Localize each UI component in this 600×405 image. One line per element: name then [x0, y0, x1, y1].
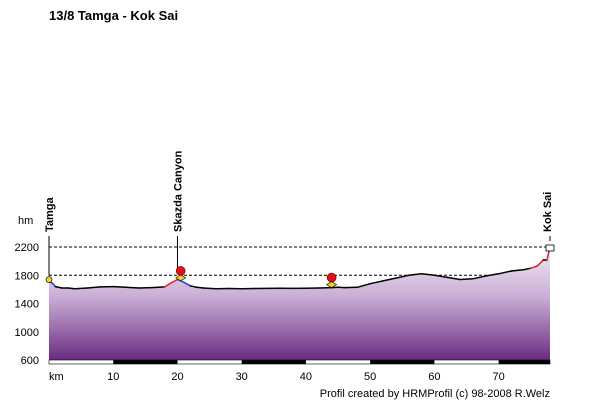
x-tick-labels: 10 20 30 40 50 60 70: [107, 371, 505, 383]
place-label: Kok Sai: [542, 192, 554, 232]
profile-segment: [203, 288, 216, 289]
y-tick-2200: 2200: [15, 242, 39, 254]
chart-title: 13/8 Tamga - Kok Sai: [49, 8, 178, 23]
profile-segment: [460, 279, 473, 280]
scale-bar-block: [242, 360, 306, 364]
start-flag-icon: [46, 277, 52, 283]
y-tick-1000: 1000: [15, 327, 39, 339]
x-tick-70: 70: [492, 371, 504, 383]
y-tick-1800: 1800: [15, 270, 39, 282]
scale-bar-block: [113, 360, 177, 364]
place-label: Tamga: [44, 196, 56, 232]
profile-segment: [197, 287, 204, 288]
profile-segment: [75, 288, 88, 289]
x-tick-30: 30: [236, 371, 248, 383]
elevation-area: [49, 247, 550, 360]
scale-bar-block: [499, 360, 550, 364]
x-tick-40: 40: [300, 371, 312, 383]
scale-bar-block: [370, 360, 434, 364]
profile-segment: [126, 287, 139, 288]
y-axis-label: hm: [18, 215, 33, 227]
finish-flag-icon: [546, 245, 554, 251]
profile-segment: [68, 288, 74, 289]
x-tick-60: 60: [428, 371, 440, 383]
red-dot-icon: [327, 273, 336, 282]
x-axis-label: km: [49, 371, 64, 383]
x-tick-20: 20: [171, 371, 183, 383]
place-labels: Tamga Skazda Canyon Kok Sai: [44, 150, 554, 275]
x-tick-10: 10: [107, 371, 119, 383]
profile-segment: [113, 287, 126, 288]
red-dot-icon: [176, 266, 185, 275]
y-tick-600: 600: [21, 355, 39, 367]
place-label: Skazda Canyon: [172, 150, 184, 232]
y-tick-1400: 1400: [15, 299, 39, 311]
y-tick-labels: 600 1000 1400 1800 2200: [15, 242, 39, 367]
km-scale-bar: [49, 360, 550, 364]
profile-segment: [152, 287, 165, 288]
credit-text: Profil created by HRMProfil (c) 98-2008 …: [320, 388, 550, 400]
x-tick-50: 50: [364, 371, 376, 383]
